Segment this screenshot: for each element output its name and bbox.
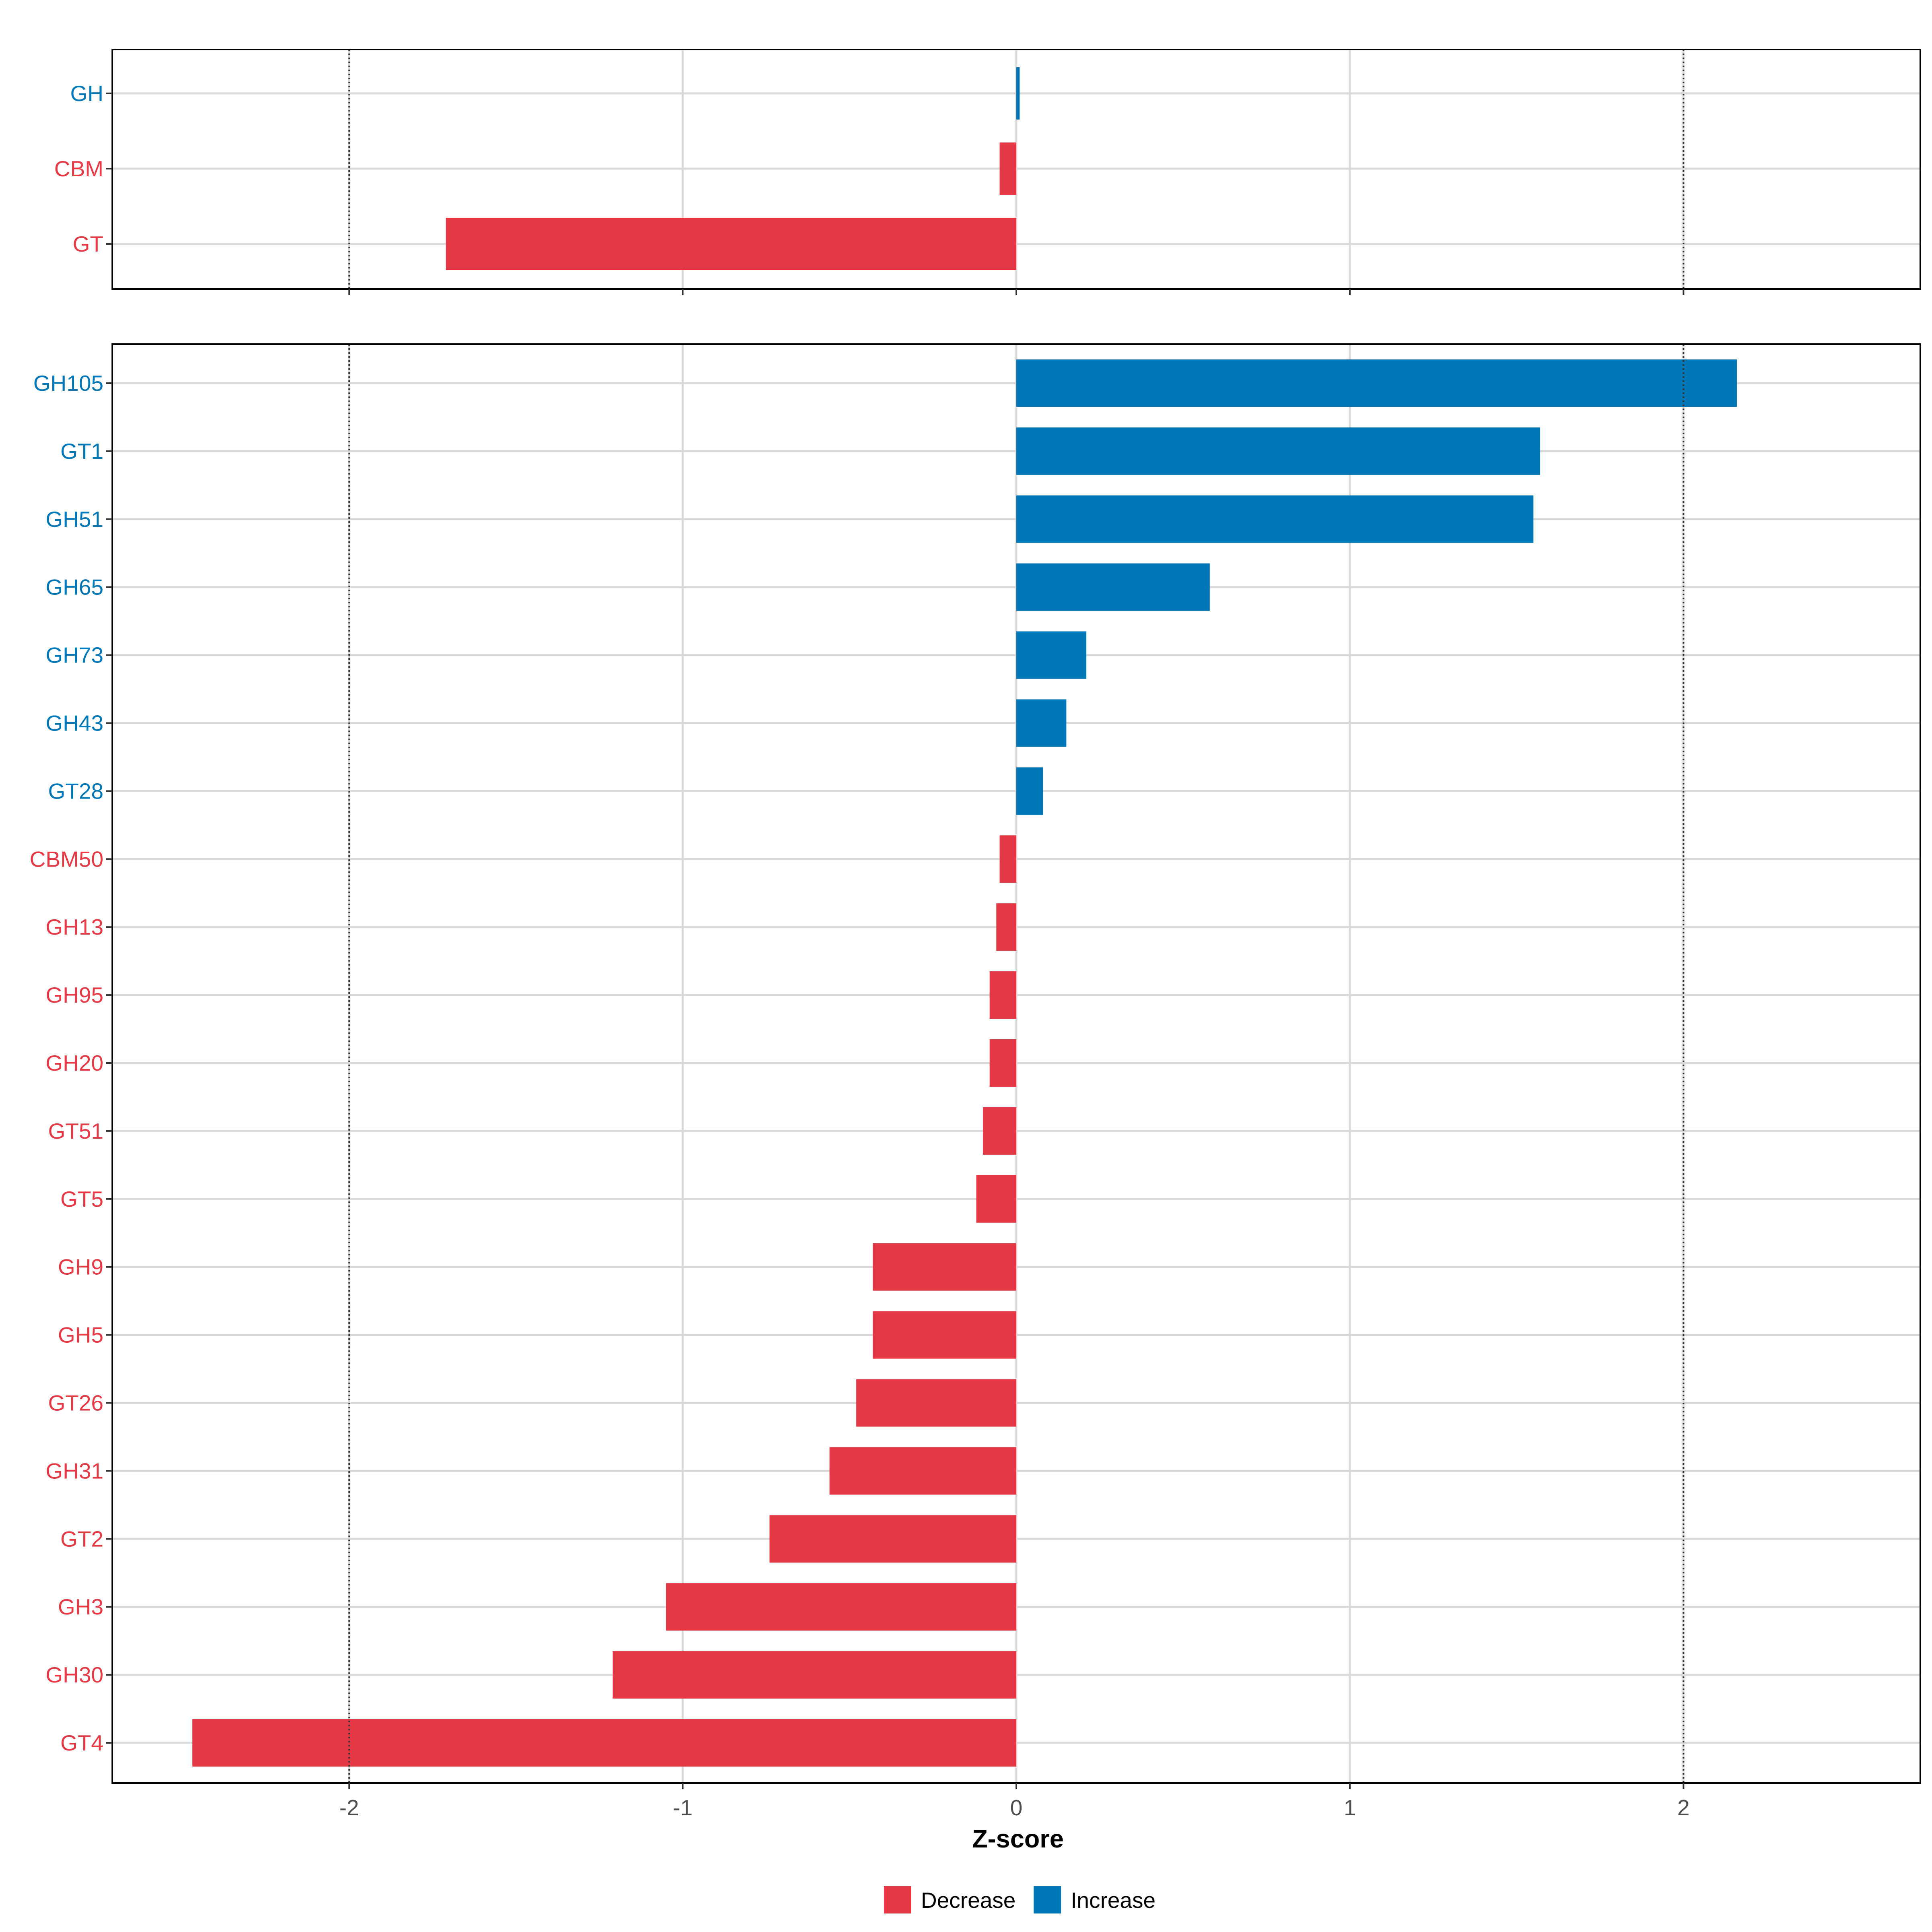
y-label-gh20: GH20: [45, 1051, 103, 1075]
y-label-gh: GH: [70, 81, 104, 106]
bar-gt5: [976, 1175, 1016, 1223]
bar-gt4: [192, 1719, 1017, 1767]
bar-gt1: [1016, 427, 1540, 475]
x-axis-title: Z-score: [972, 1825, 1064, 1853]
y-label-gh30: GH30: [45, 1662, 103, 1687]
bar-gh: [1016, 67, 1020, 120]
bar-gh95: [989, 971, 1016, 1019]
y-label-gt26: GT26: [48, 1391, 103, 1416]
bar-gt28: [1016, 767, 1043, 815]
y-label-gh73: GH73: [45, 643, 103, 668]
legend-label-decrease: Decrease: [921, 1888, 1016, 1913]
bar-gh5: [873, 1311, 1016, 1359]
bar-gh105: [1016, 359, 1737, 407]
bar-gt26: [856, 1379, 1016, 1427]
bar-gh73: [1016, 631, 1087, 679]
bar-gh3: [666, 1583, 1016, 1631]
y-label-gh31: GH31: [45, 1458, 103, 1483]
y-label-gt: GT: [73, 231, 103, 256]
y-label-gh105: GH105: [33, 371, 103, 396]
x-tick-label: -1: [673, 1795, 693, 1820]
y-label-gh9: GH9: [58, 1255, 103, 1280]
x-tick-label: 2: [1677, 1795, 1690, 1820]
legend-swatch-increase: [1034, 1886, 1061, 1913]
legend: Decrease Increase: [884, 1886, 1156, 1913]
y-label-gh43: GH43: [45, 711, 103, 736]
bar-cbm50: [999, 835, 1016, 883]
y-label-gh65: GH65: [45, 575, 103, 600]
bar-gh31: [829, 1447, 1016, 1495]
bar-gt: [446, 218, 1016, 270]
bar-gh30: [613, 1651, 1016, 1699]
y-label-gh95: GH95: [45, 983, 103, 1007]
bar-cbm: [999, 142, 1016, 195]
bar-gt51: [983, 1107, 1016, 1155]
bar-gt2: [769, 1515, 1016, 1563]
bottom-panel: GH105 GT1 GH51 GH65 GH73 GH43 GT28 CBM50 GH13 GH9…: [30, 343, 1921, 1789]
y-label-gt4: GT4: [60, 1730, 103, 1755]
bar-gh43: [1016, 699, 1067, 747]
bar-gh20: [989, 1039, 1016, 1087]
y-label-gh51: GH51: [45, 507, 103, 532]
y-label-gh5: GH5: [58, 1323, 103, 1348]
y-label-gh3: GH3: [58, 1594, 103, 1619]
y-label-gt51: GT51: [48, 1119, 103, 1144]
y-label-cbm: CBM: [54, 156, 103, 181]
bar-gh65: [1016, 563, 1210, 611]
y-label-gt2: GT2: [60, 1526, 103, 1551]
x-tick-label: -2: [339, 1795, 359, 1820]
x-tick-label: 1: [1344, 1795, 1356, 1820]
x-tick-label: 0: [1010, 1795, 1023, 1820]
legend-swatch-decrease: [884, 1886, 911, 1913]
bar-gh51: [1016, 495, 1534, 543]
y-label-gt5: GT5: [60, 1187, 103, 1212]
y-label-cbm50: CBM50: [30, 846, 103, 871]
x-axis: -2 -1 0 1 2: [339, 1795, 1690, 1820]
bar-gh13: [996, 903, 1016, 951]
y-label-gt28: GT28: [48, 778, 103, 803]
y-label-gt1: GT1: [60, 439, 103, 464]
bar-gh9: [873, 1243, 1016, 1291]
y-label-gh13: GH13: [45, 914, 103, 939]
legend-label-increase: Increase: [1071, 1888, 1156, 1913]
top-panel: GH CBM GT: [54, 49, 1921, 295]
